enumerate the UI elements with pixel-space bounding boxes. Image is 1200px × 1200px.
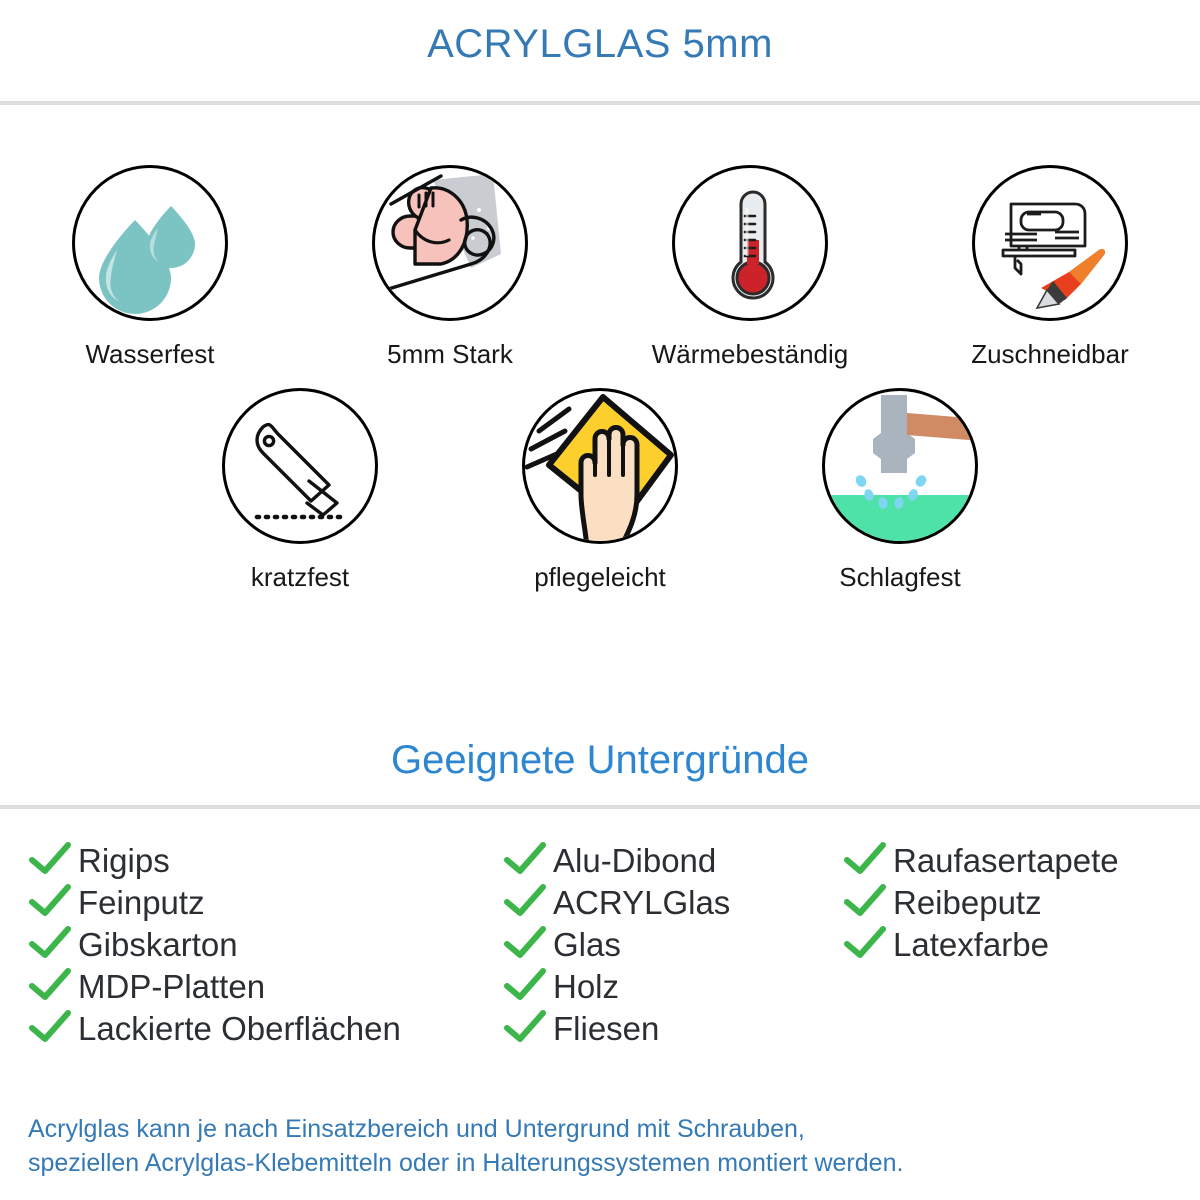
water-drops-icon bbox=[72, 165, 228, 321]
feature-grid: Wasserfest bbox=[0, 165, 1200, 593]
feature-label: Wärmebeständig bbox=[651, 339, 849, 369]
list-item: Feinputz bbox=[28, 882, 503, 924]
list-item-label: Feinputz bbox=[78, 884, 205, 921]
check-icon bbox=[843, 883, 887, 923]
feature-pflegeleicht: pflegeleicht bbox=[450, 388, 750, 593]
thermometer-icon bbox=[672, 165, 828, 321]
feature-label: 5mm Stark bbox=[387, 339, 513, 369]
list-item: Fliesen bbox=[503, 1008, 843, 1050]
feature-zuschneidbar: Zuschneidbar bbox=[900, 165, 1200, 370]
check-icon bbox=[28, 925, 72, 965]
feature-kratzfest: kratzfest bbox=[150, 388, 450, 593]
feature-row-1: Wasserfest bbox=[0, 165, 1200, 370]
list-item: Glas bbox=[503, 924, 843, 966]
check-icon bbox=[28, 1009, 72, 1049]
feature-5mm-stark: 5mm Stark bbox=[300, 165, 600, 370]
check-icon bbox=[28, 883, 72, 923]
list-item-label: MDP-Platten bbox=[78, 968, 266, 1005]
list-item-label: Gibskarton bbox=[78, 926, 238, 963]
checklist-column-3: Raufasertapete Reibeputz Latexfarbe bbox=[843, 840, 1183, 1050]
list-item: Raufasertapete bbox=[843, 840, 1183, 882]
list-item: Rigips bbox=[28, 840, 503, 882]
page-title: ACRYLGLAS 5mm bbox=[427, 22, 773, 66]
checklist-column-1: Rigips Feinputz Gibskarton MDP-Platten L… bbox=[28, 840, 503, 1050]
check-icon bbox=[843, 925, 887, 965]
footer-line-1: Acrylglas kann je nach Einsatzbereich un… bbox=[28, 1115, 805, 1143]
list-item-label: ACRYLGlas bbox=[553, 884, 731, 921]
list-item-label: Fliesen bbox=[553, 1010, 660, 1047]
divider-top bbox=[0, 101, 1200, 105]
feature-row-2: kratzfest bbox=[0, 388, 1200, 593]
check-icon bbox=[503, 841, 547, 881]
list-item-label: Rigips bbox=[78, 842, 170, 879]
list-item-label: Holz bbox=[553, 968, 620, 1005]
substrates-heading: Geeignete Untergründe bbox=[390, 738, 810, 782]
feature-label: kratzfest bbox=[250, 562, 350, 592]
list-item: Gibskarton bbox=[28, 924, 503, 966]
list-item-label: Alu-Dibond bbox=[553, 842, 717, 879]
hand-cloth-icon bbox=[522, 388, 678, 544]
feature-wasserfest: Wasserfest bbox=[0, 165, 300, 370]
substrates-checklist: Rigips Feinputz Gibskarton MDP-Platten L… bbox=[0, 840, 1200, 1050]
check-icon bbox=[503, 967, 547, 1007]
list-item: Lackierte Oberflächen bbox=[28, 1008, 503, 1050]
list-item: Holz bbox=[503, 966, 843, 1008]
hammer-impact-icon bbox=[822, 388, 978, 544]
checklist-column-2: Alu-Dibond ACRYLGlas Glas Holz Fliesen bbox=[503, 840, 843, 1050]
knife-scratch-icon bbox=[222, 388, 378, 544]
list-item: Alu-Dibond bbox=[503, 840, 843, 882]
divider-bottom bbox=[0, 805, 1200, 809]
list-item-label: Reibeputz bbox=[893, 884, 1042, 921]
list-item: Reibeputz bbox=[843, 882, 1183, 924]
feature-label: Zuschneidbar bbox=[971, 339, 1129, 369]
jigsaw-cutter-icon bbox=[972, 165, 1128, 321]
feature-label: Wasserfest bbox=[85, 339, 215, 369]
check-icon bbox=[503, 1009, 547, 1049]
check-icon bbox=[503, 925, 547, 965]
feature-label: Schlagfest bbox=[839, 562, 961, 592]
list-item-label: Glas bbox=[553, 926, 621, 963]
list-item-label: Latexfarbe bbox=[893, 926, 1049, 963]
list-item: Latexfarbe bbox=[843, 924, 1183, 966]
check-icon bbox=[28, 841, 72, 881]
footer-line-2: speziellen Acrylglas-Klebemitteln oder i… bbox=[28, 1149, 904, 1177]
list-item-label: Lackierte Oberflächen bbox=[78, 1010, 401, 1047]
list-item-label: Raufasertapete bbox=[893, 842, 1119, 879]
list-item: MDP-Platten bbox=[28, 966, 503, 1008]
footer-note: Acrylglas kann je nach Einsatzbereich un… bbox=[28, 1112, 1188, 1180]
feature-waermebestaendig: Wärmebeständig bbox=[600, 165, 900, 370]
check-icon bbox=[503, 883, 547, 923]
check-icon bbox=[28, 967, 72, 1007]
flexing-arm-icon bbox=[372, 165, 528, 321]
list-item: ACRYLGlas bbox=[503, 882, 843, 924]
feature-label: pflegeleicht bbox=[534, 562, 666, 592]
check-icon bbox=[843, 841, 887, 881]
feature-schlagfest: Schlagfest bbox=[750, 388, 1050, 593]
